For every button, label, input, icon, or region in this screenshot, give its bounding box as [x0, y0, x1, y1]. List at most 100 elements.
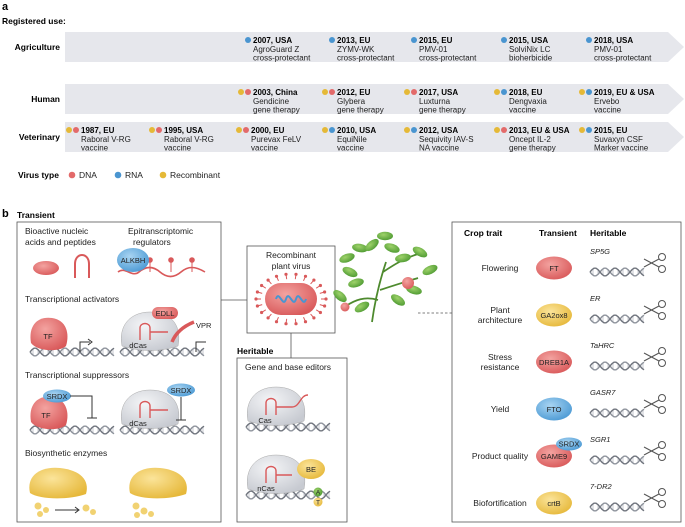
transient-protein-label: FTO	[547, 405, 562, 414]
base-a-shape	[313, 487, 323, 497]
product-dot-6	[148, 511, 154, 517]
product-dot-5	[134, 512, 140, 518]
epitranscriptomic-label-1: Epitranscriptomic	[128, 226, 194, 236]
entry-year-region: 1995, USA	[164, 126, 203, 135]
scissors-blade	[643, 305, 660, 315]
vpr-label: VPR	[196, 321, 212, 330]
transient-protein-shape	[536, 397, 572, 421]
bioactive-section: Bioactive nucleic acids and peptides	[25, 226, 96, 278]
dna-dot	[501, 127, 507, 133]
biosynthetic-label: Biosynthetic enzymes	[25, 448, 107, 458]
edll-domain-shape	[152, 307, 178, 319]
leaf	[384, 243, 400, 253]
entry-detail: Glybera	[337, 97, 366, 106]
scissors-handle	[658, 253, 666, 261]
trait-name: Stress	[488, 352, 512, 362]
header-crop-trait: Crop trait	[464, 228, 502, 238]
guide-rna-shape	[139, 322, 168, 340]
entry-detail: vaccine	[164, 144, 192, 153]
srdx-label-2: SRDX	[171, 386, 192, 395]
dna-helix-trait	[589, 502, 645, 512]
vpr-domain-shape	[170, 320, 195, 343]
virus-capsid-spikes	[254, 272, 328, 326]
entry-year-region: 2015, USA	[509, 36, 548, 45]
entry-detail: Raboral V-RG	[164, 135, 214, 144]
scissors-icon	[643, 253, 666, 273]
product-dot-4	[140, 507, 148, 515]
entry-detail: cross-protectant	[419, 54, 477, 63]
trait-name: Biofortification	[473, 498, 527, 508]
trait-name: architecture	[478, 315, 523, 325]
legend-dna-label: DNA	[79, 170, 97, 180]
repression-bar	[70, 395, 97, 419]
trait-name: Yield	[491, 404, 510, 414]
entry-year-region: 2015, EU	[594, 126, 628, 135]
hairpin-rna-shape	[74, 254, 90, 278]
entry-detail: NA vaccine	[419, 144, 460, 153]
dna-dot	[243, 127, 249, 133]
rec-dot	[494, 89, 500, 95]
transient-protein-shape	[536, 303, 572, 327]
entry-detail: gene therapy	[419, 106, 466, 115]
tss-arrow-2	[195, 341, 206, 352]
substrate-dot-3	[37, 511, 43, 517]
transient-protein-shape	[536, 444, 572, 468]
legend-rna-label: RNA	[125, 170, 143, 180]
ncas-label: nCas	[257, 484, 275, 493]
product-dot-3	[132, 502, 140, 510]
guide-rna-shape-2	[139, 400, 168, 418]
heritable-gene-label: SP5G	[590, 247, 610, 256]
transient-protein-shape	[536, 491, 572, 515]
dcas-label: dCas	[129, 341, 147, 350]
rna-dot	[586, 127, 592, 133]
entry-detail: vaccine	[594, 106, 622, 115]
heritable-gene-label: ER	[590, 294, 601, 303]
suppressors-section: Transcriptional suppressors TF SRDX dCas…	[25, 370, 205, 435]
editors-label: Gene and base editors	[245, 362, 331, 372]
be-label: BE	[306, 465, 316, 474]
edll-label: EDLL	[156, 309, 175, 318]
transient-protein-label: GAME9	[541, 452, 567, 461]
capsid-spike-tip	[324, 297, 328, 301]
dna-helix-trait	[589, 361, 645, 371]
transient-protein-shape	[536, 350, 572, 374]
entry-detail: cross-protectant	[337, 54, 395, 63]
entry-detail: vaccine	[509, 106, 537, 115]
dna-strand	[589, 314, 645, 324]
rna-dot	[329, 127, 335, 133]
dna-strand	[29, 425, 115, 435]
rec-dot	[322, 89, 328, 95]
scissors-handle	[658, 500, 666, 508]
entry-detail: Purevax FeLV	[251, 135, 302, 144]
leaf	[395, 253, 411, 263]
legend-recombinant-dot	[159, 171, 167, 179]
trait-row: Flowering FT SP5G	[482, 247, 666, 280]
entry-detail: vaccine	[337, 144, 365, 153]
transient-protein-shape	[536, 256, 572, 280]
dna-helix-trait	[589, 267, 645, 277]
substrate-dot-1	[34, 502, 42, 510]
scissors-handle	[658, 359, 666, 367]
entry-detail: bioherbicide	[509, 54, 553, 63]
transient-protein-label: FT	[549, 264, 559, 273]
rna-dot	[586, 89, 592, 95]
entry-year-region: 2003, China	[253, 88, 298, 97]
capsid-spike-tip	[303, 274, 308, 278]
rec-dot	[149, 127, 155, 133]
dna-helix-trait	[589, 455, 645, 465]
transient-protein-label: crtB	[547, 499, 560, 508]
leaf	[333, 289, 347, 303]
row-label: Veterinary	[19, 132, 60, 142]
entry-year-region: 2013, EU	[337, 36, 371, 45]
dna-strand	[29, 347, 115, 357]
transient-protein-label: GA2ox8	[540, 311, 567, 320]
base-t-shape	[313, 497, 323, 507]
scissors-icon	[643, 488, 666, 508]
